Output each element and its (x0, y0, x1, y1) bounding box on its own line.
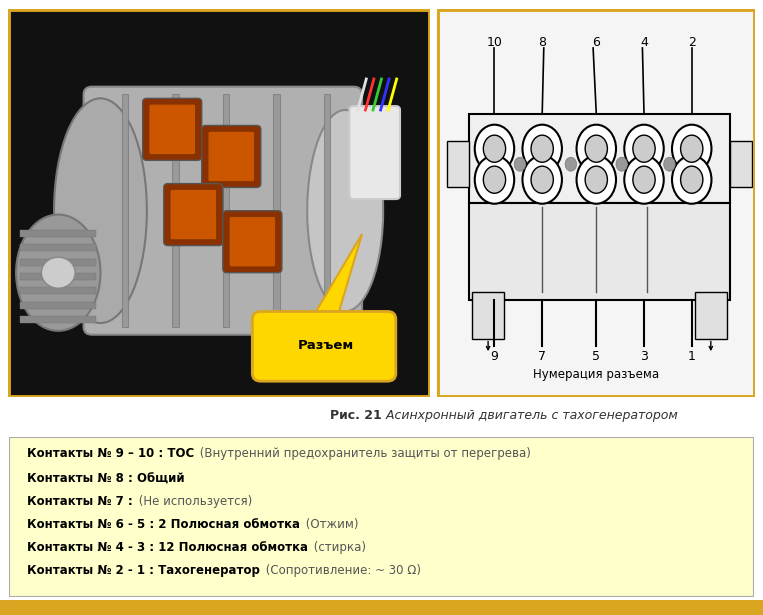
Text: 6: 6 (592, 36, 600, 49)
Bar (324, 95, 330, 327)
Circle shape (523, 125, 562, 173)
Circle shape (531, 166, 553, 193)
Bar (730, 141, 752, 188)
FancyBboxPatch shape (253, 311, 396, 381)
FancyBboxPatch shape (170, 189, 217, 240)
Text: Контакты № 4 - 3 : 12 Полюсная обмотка: Контакты № 4 - 3 : 12 Полюсная обмотка (27, 541, 307, 554)
Bar (469, 203, 730, 300)
Circle shape (681, 135, 703, 162)
Circle shape (577, 125, 616, 173)
Text: 2: 2 (687, 36, 696, 49)
Ellipse shape (54, 98, 146, 323)
Circle shape (514, 157, 526, 171)
Bar (21, 316, 96, 323)
Circle shape (475, 125, 514, 173)
Text: (Не используется): (Не используется) (134, 495, 252, 508)
FancyArrowPatch shape (487, 341, 490, 350)
FancyBboxPatch shape (223, 211, 282, 272)
Bar (223, 95, 229, 327)
Text: (Отжим): (Отжим) (301, 518, 359, 531)
Text: Нумерация разъема: Нумерация разъема (533, 368, 659, 381)
Text: 9: 9 (491, 350, 498, 363)
Text: Контакты № 7 :: Контакты № 7 : (27, 495, 133, 508)
FancyBboxPatch shape (164, 183, 223, 245)
Bar (469, 114, 730, 203)
Circle shape (585, 135, 607, 162)
Text: 1: 1 (687, 350, 696, 363)
Text: Контакты № 8 : Общий: Контакты № 8 : Общий (27, 472, 185, 485)
FancyBboxPatch shape (149, 104, 195, 154)
Circle shape (577, 156, 616, 204)
Circle shape (41, 257, 75, 288)
Text: Контакты № 9 – 10 : ТОС: Контакты № 9 – 10 : ТОС (27, 447, 194, 460)
Circle shape (475, 156, 514, 204)
Text: Асинхронный двигатель с тахогенератором: Асинхронный двигатель с тахогенератором (382, 409, 678, 423)
Circle shape (633, 135, 655, 162)
Polygon shape (311, 234, 362, 319)
FancyBboxPatch shape (208, 131, 255, 181)
Bar (172, 95, 179, 327)
Text: 5: 5 (592, 350, 600, 363)
Text: Рис. 21: Рис. 21 (330, 409, 382, 423)
Bar (21, 287, 96, 295)
Text: (Внутренний предохранитель защиты от перегрева): (Внутренний предохранитель защиты от пер… (196, 447, 531, 460)
Text: Контакты № 6 - 5 : 2 Полюсная обмотка: Контакты № 6 - 5 : 2 Полюсная обмотка (27, 518, 300, 531)
Text: (стирка): (стирка) (310, 541, 365, 554)
Text: 10: 10 (487, 36, 502, 49)
Circle shape (483, 135, 506, 162)
Bar (447, 141, 469, 188)
Bar (21, 259, 96, 266)
Text: 4: 4 (640, 36, 648, 49)
FancyArrowPatch shape (709, 341, 713, 350)
FancyBboxPatch shape (143, 98, 201, 161)
FancyBboxPatch shape (84, 87, 362, 335)
Circle shape (681, 166, 703, 193)
Circle shape (624, 156, 664, 204)
Circle shape (523, 156, 562, 204)
Text: 7: 7 (538, 350, 546, 363)
Bar (273, 95, 280, 327)
Circle shape (565, 157, 577, 171)
Ellipse shape (16, 215, 101, 331)
Text: Контакты № 2 - 1 : Тахогенератор: Контакты № 2 - 1 : Тахогенератор (27, 564, 259, 577)
Text: 8: 8 (538, 36, 546, 49)
Circle shape (672, 125, 711, 173)
FancyBboxPatch shape (695, 292, 726, 338)
Circle shape (664, 157, 675, 171)
Circle shape (585, 166, 607, 193)
Text: (Сопротивление: ~ 30 Ω): (Сопротивление: ~ 30 Ω) (262, 564, 420, 577)
Ellipse shape (307, 110, 383, 311)
FancyBboxPatch shape (229, 216, 275, 267)
Bar (21, 244, 96, 252)
Circle shape (531, 135, 553, 162)
Bar (121, 95, 128, 327)
Circle shape (616, 157, 627, 171)
Circle shape (624, 125, 664, 173)
Bar (21, 302, 96, 309)
FancyBboxPatch shape (201, 125, 261, 188)
FancyBboxPatch shape (349, 106, 400, 199)
Text: Разъем: Разъем (298, 339, 354, 352)
Circle shape (483, 166, 506, 193)
Circle shape (633, 166, 655, 193)
Text: 3: 3 (640, 350, 648, 363)
Bar (29, 261, 105, 284)
Bar (21, 273, 96, 280)
Bar (21, 230, 96, 237)
FancyBboxPatch shape (472, 292, 504, 338)
Circle shape (672, 156, 711, 204)
